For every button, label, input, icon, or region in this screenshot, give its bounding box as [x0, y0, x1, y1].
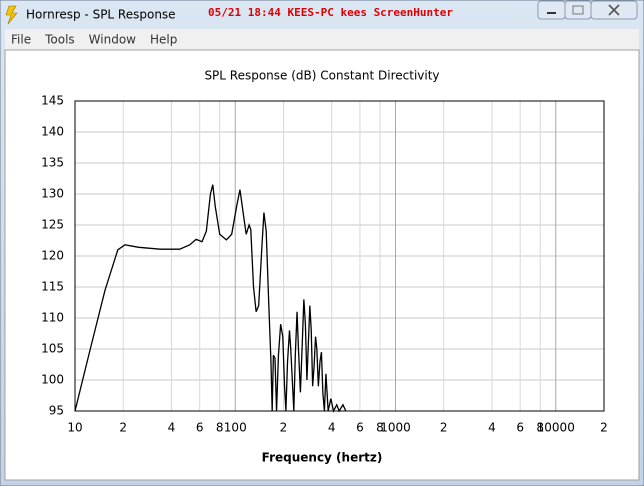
x-tick-label: 6 — [516, 421, 524, 435]
x-tick-label: 2 — [440, 421, 448, 435]
maximize-icon — [572, 5, 584, 15]
close-icon — [608, 4, 620, 16]
y-tick-label: 110 — [41, 311, 64, 325]
x-tick-label: 10 — [67, 421, 82, 435]
x-tick-label: 8 — [216, 421, 224, 435]
x-tick-label: 10000 — [537, 421, 575, 435]
x-tick-label: 2 — [280, 421, 288, 435]
menu-item[interactable]: Help — [150, 33, 177, 47]
y-tick-label: 140 — [41, 125, 64, 139]
y-tick-label: 125 — [41, 218, 64, 232]
x-tick-label: 8 — [536, 421, 544, 435]
menu: File Tools Window Help — [11, 33, 177, 47]
app-icon — [5, 5, 18, 25]
menu-item[interactable]: Window — [89, 33, 137, 47]
y-tick-label: 115 — [41, 280, 64, 294]
x-tick-label: 100 — [224, 421, 247, 435]
menu-item[interactable]: Tools — [44, 33, 75, 47]
x-tick-label: 6 — [196, 421, 204, 435]
menu-item[interactable]: File — [11, 33, 31, 47]
response-line — [74, 184, 347, 413]
x-tick-label: 6 — [356, 421, 364, 435]
x-tick-label: 2 — [600, 421, 608, 435]
y-tick-label: 100 — [41, 373, 64, 387]
y-tick-label: 130 — [41, 187, 64, 201]
window-title: Hornresp - SPL Response — [26, 8, 176, 22]
y-tick-label: 135 — [41, 156, 64, 170]
y-tick-label: 145 — [41, 94, 64, 108]
x-tick-label: 4 — [488, 421, 496, 435]
x-tick-label: 4 — [168, 421, 176, 435]
x-tick-label: 8 — [376, 421, 384, 435]
x-tick-label: 1000 — [380, 421, 411, 435]
y-tick-label: 120 — [41, 249, 64, 263]
y-tick-label: 95 — [49, 404, 64, 418]
x-tick-label: 2 — [119, 421, 127, 435]
y-tick-label: 105 — [41, 342, 64, 356]
x-tick-label: 4 — [328, 421, 336, 435]
chart-title: SPL Response (dB) Constant Directivity — [204, 69, 439, 83]
maximize-button[interactable] — [564, 0, 592, 20]
plot: SPL Response (dB) Constant Directivity F… — [41, 69, 608, 465]
x-axis-label: Frequency (hertz) — [262, 451, 383, 465]
minimize-button[interactable] — [537, 0, 566, 20]
client-area — [4, 49, 640, 481]
watermark: 05/21 18:44 KEES-PC kees ScreenHunter — [208, 6, 453, 19]
menu-bar — [5, 29, 639, 50]
